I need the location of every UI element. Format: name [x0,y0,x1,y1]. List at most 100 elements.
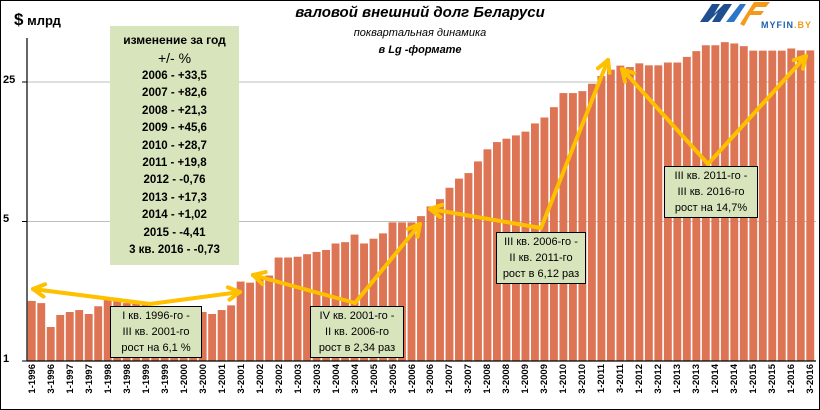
x-tick-label: 3-1996 [45,364,57,394]
bar-2-2006 [417,216,425,361]
bar-3-1997 [84,313,93,361]
table-row: 2009 - +45,6 [142,122,207,135]
bar-4-2007 [474,161,482,361]
x-tick-label: 3-2006 [425,364,437,394]
logo-text: MYFIN.BY [760,20,812,30]
x-tick-label: 3-2005 [387,364,399,394]
arrows [31,54,808,306]
chart-subtitle-format: в Lg -формате [378,44,462,56]
bar-2-2001 [227,305,236,361]
arrow-icon [148,285,242,306]
bar-2-2002 [265,275,274,361]
table-subheader: +/- % [157,50,192,66]
bar-2-2012 [644,65,653,361]
bar-1-2006 [407,222,416,361]
bar-4-2015 [777,50,786,361]
x-tick-label: 1-2009 [520,364,532,394]
bar-2-2003 [303,254,312,361]
bar-1-1996 [27,300,36,361]
bar-1-2004 [331,243,340,361]
x-tick-label: 1-2012 [634,364,646,394]
myfin-logo[interactable]: MYFIN.BY [700,0,818,30]
x-tick-label: 1-2016 [786,364,798,394]
bar-4-2000 [208,313,217,361]
bar-2-2010 [568,93,577,361]
x-tick-label: 3-1999 [159,364,171,394]
bar-2-1996 [37,303,46,361]
x-tick-label: 3-1998 [121,364,133,394]
x-tick-label: 3-2010 [577,364,589,394]
bar-3-2001 [236,281,245,361]
x-tick-label: 3-2013 [691,364,703,394]
x-tick-label: 3-2001 [235,364,247,394]
x-tick-label: 3-2011 [615,364,627,394]
bar-4-2003 [322,249,330,361]
x-tick-label: 3-2014 [729,364,741,394]
x-tick-label: 1-2011 [596,364,608,394]
y-tick-1: 1 [3,353,10,365]
x-tick-label: 3-2016 [805,364,817,394]
x-tick-label: 1-1997 [64,364,76,394]
x-tick-label: 3-2003 [311,364,323,394]
unit-text: млрд [23,13,61,28]
x-tick-label: 3-2000 [197,364,209,394]
bar-4-2006 [436,199,444,361]
bar-3-2006 [426,206,435,361]
table-row: 2006 - +33,5 [142,70,207,82]
annotation-2011-2016: III кв. 2011-го - III кв. 2016-го рост на … [664,166,758,218]
bar-4-2001 [246,282,255,361]
yearly-change-table: изменение за год +/- % 2006 - +33,5 2007… [110,26,239,265]
bar-3-2007 [464,173,473,361]
table-row: 2012 - -0,76 [143,174,206,187]
bar-1-2011 [597,75,606,361]
x-tick-label: 1-2001 [216,364,228,394]
bar-4-2005 [398,222,406,361]
arrow-icon [428,202,543,230]
arrow-icon [251,270,357,305]
bar-1-2003 [293,256,302,361]
table-header: изменение за год [123,33,226,47]
bar-4-2004 [360,243,368,361]
x-tick-label: 3-2015 [767,364,779,394]
bar-1-2012 [635,63,644,361]
arrow-icon [539,58,612,230]
table-row: 3 кв. 2016 - -0,73 [129,244,220,257]
table-row: 2011 - +19,8 [142,157,207,170]
x-tick-label: 1-2015 [748,364,760,394]
x-tick-label: 3-2004 [349,364,361,394]
x-tick-label: 3-1997 [83,364,95,394]
x-tick-label: 1-1998 [102,364,114,394]
x-tick-label: 1-1996 [26,364,38,394]
x-tick-label: 1-2004 [330,364,342,394]
arrow-icon [620,67,710,166]
bar-3-2004 [350,234,359,361]
x-tick-label: 1-2003 [292,364,304,394]
arrow-icon [706,54,808,166]
x-axis-labels: 1-1996 3-1996 1-1997 3-1997 1-1998 3-1998 1-19… [0,364,820,410]
chart-subtitle: поквартальная динамика [353,27,487,39]
x-tick-label: 1-2002 [254,364,266,394]
x-tick-label: 1-2000 [178,364,190,394]
x-tick-label: 3-2009 [539,364,551,394]
y-axis-unit: $ млрд [14,10,61,30]
table-row: 2015 - -4,41 [143,226,206,239]
table-row: 2010 - +28,7 [142,139,207,152]
x-tick-label: 1-2010 [558,364,570,394]
bar-3-1996 [46,327,55,361]
bar-3-2002 [274,257,283,361]
myfin-logo-icon [700,2,770,26]
bar-4-1996 [56,315,65,361]
x-tick-label: 1-1999 [140,364,152,394]
bar-1-1998 [103,300,112,361]
chart-title: валовой внешний долг Беларуси [295,4,545,21]
bar-3-2011 [616,65,625,362]
bar-3-2016 [806,50,815,361]
bar-4-1997 [94,306,103,361]
y-tick-25: 25 [3,74,16,86]
bar-3-2012 [654,65,663,361]
annotation-2001-2006: IV кв. 2001-го - II кв. 2006-го рост в 2,3… [310,306,404,358]
x-tick-label: 3-2007 [463,364,475,394]
bar-1-2002 [255,276,264,361]
x-tick-label: 3-2002 [273,364,285,394]
x-tick-label: 1-2013 [672,364,684,394]
